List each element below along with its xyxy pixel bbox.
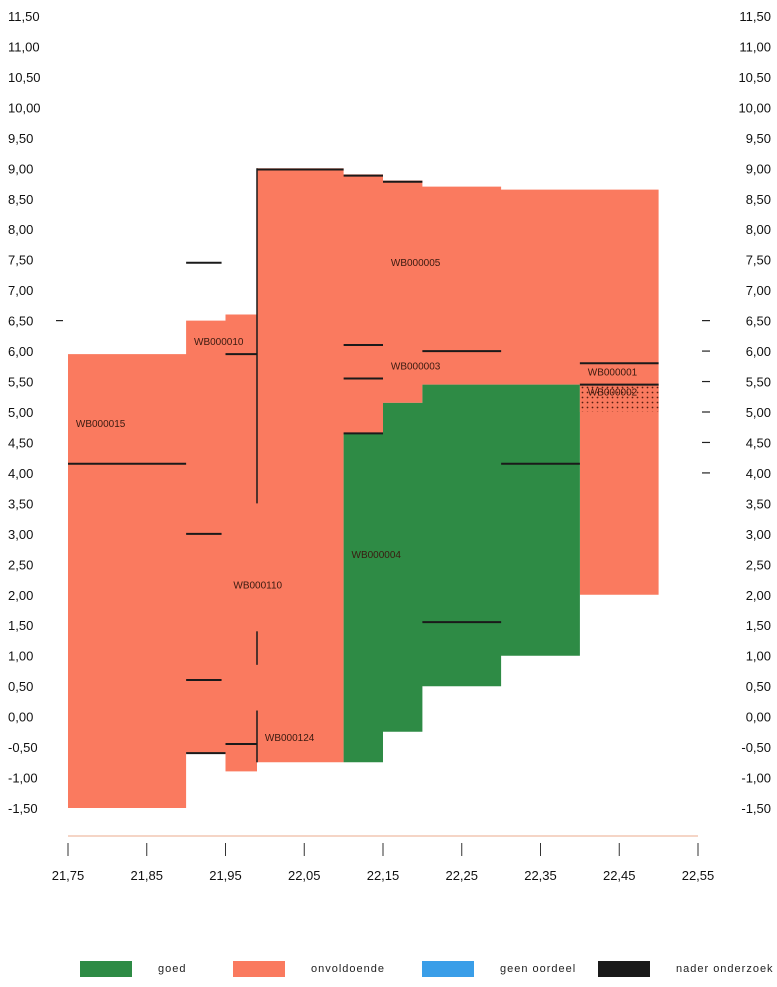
chart-svg: WB000015 WB000010 WB000110 WB000124 WB000005… bbox=[8, 9, 771, 883]
y-tick-label-right: 1,50 bbox=[746, 618, 771, 633]
segments-layer bbox=[68, 168, 659, 763]
hatched-band bbox=[579, 384, 659, 412]
y-tick-label-left: 8,50 bbox=[8, 192, 33, 207]
block-label: WB000005 bbox=[391, 258, 441, 269]
y-tick-label-left: 7,00 bbox=[8, 283, 33, 298]
legend-swatch-nader-onderzoek bbox=[598, 961, 650, 977]
y-tick-label-left: 10,00 bbox=[8, 100, 41, 115]
y-tick-label-right: 1,00 bbox=[746, 649, 771, 664]
x-tick-label: 21,95 bbox=[209, 868, 242, 883]
legend-label-geen-oordeel: geen oordeel bbox=[500, 963, 577, 975]
x-tick-label: 22,45 bbox=[603, 868, 636, 883]
y-tick-label-left: 3,00 bbox=[8, 527, 33, 542]
legend-item-geen-oordeel: geen oordeel bbox=[422, 961, 576, 977]
y-tick-label-left: 0,00 bbox=[8, 710, 33, 725]
block-label: WB000003 bbox=[391, 361, 441, 372]
y-tick-label-right: 10,00 bbox=[738, 100, 771, 115]
y-tick-label-right: 3,50 bbox=[746, 496, 771, 511]
y-tick-label-left: 9,50 bbox=[8, 131, 33, 146]
y-tick-label-right: 4,00 bbox=[746, 466, 771, 481]
legend-item-onvoldoende: onvoldoende bbox=[233, 961, 385, 977]
y-tick-label-right: 7,00 bbox=[746, 283, 771, 298]
x-tick-label: 22,55 bbox=[682, 868, 715, 883]
y-axis-right: 11,50 11,00 10,50 10,00 9,50 9,00 8,50 8,00 7,50… bbox=[702, 9, 771, 816]
x-tick-label: 21,75 bbox=[52, 868, 85, 883]
y-tick-label-right: 6,50 bbox=[746, 314, 771, 329]
legend-swatch-onvoldoende bbox=[233, 961, 285, 977]
y-tick-label-right: 6,00 bbox=[746, 344, 771, 359]
y-tick-label-left: 6,00 bbox=[8, 344, 33, 359]
block-label: WB000001 bbox=[588, 367, 638, 378]
legend-label-nader-onderzoek: nader onderzoek bbox=[676, 963, 774, 975]
legend-item-nader-onderzoek: nader onderzoek bbox=[598, 961, 774, 977]
block-label: WB000004 bbox=[352, 550, 402, 561]
y-tick-label-left: 2,50 bbox=[8, 557, 33, 572]
legend-label-goed: goed bbox=[158, 963, 187, 975]
y-tick-label-left: 1,00 bbox=[8, 649, 33, 664]
x-tick-label: 22,15 bbox=[367, 868, 400, 883]
y-tick-label-left: 10,50 bbox=[8, 70, 41, 85]
block-label: WB000110 bbox=[233, 581, 282, 592]
y-tick-label-right: 2,00 bbox=[746, 588, 771, 603]
y-tick-label-left: 8,00 bbox=[8, 222, 33, 237]
y-tick-label-right: 9,00 bbox=[746, 161, 771, 176]
y-tick-label-right: 11,00 bbox=[739, 39, 771, 54]
x-tick-label: 21,85 bbox=[130, 868, 163, 883]
block-label: WB000002 bbox=[588, 388, 638, 399]
legend-label-onvoldoende: onvoldoende bbox=[311, 963, 386, 975]
block-wb000004 bbox=[343, 384, 580, 763]
legend: goed onvoldoende geen oordeel nader onde… bbox=[0, 955, 777, 985]
x-axis: 21,75 21,85 21,95 22,05 22,15 22,25 22,35 22,45… bbox=[52, 835, 715, 883]
y-tick-label-left: -1,00 bbox=[8, 771, 38, 786]
y-tick-label-right: -1,00 bbox=[741, 771, 771, 786]
y-tick-label-right: 10,50 bbox=[738, 70, 771, 85]
blocks-layer bbox=[68, 168, 659, 809]
y-tick-label-left: 11,00 bbox=[8, 39, 40, 54]
y-tick-label-left: 1,50 bbox=[8, 618, 33, 633]
block-label: WB000010 bbox=[194, 337, 244, 348]
y-tick-label-right: 2,50 bbox=[746, 557, 771, 572]
y-tick-label-left: 11,50 bbox=[8, 9, 40, 24]
y-tick-label-left: 5,50 bbox=[8, 375, 33, 390]
y-tick-label-left: 9,00 bbox=[8, 161, 33, 176]
y-tick-label-right: 0,00 bbox=[746, 710, 771, 725]
y-tick-label-right: 8,50 bbox=[746, 192, 771, 207]
y-tick-label-right: 0,50 bbox=[746, 679, 771, 694]
block-labels-layer: WB000015 WB000010 WB000110 WB000124 WB000005… bbox=[76, 258, 638, 744]
x-tick-label: 22,35 bbox=[524, 868, 557, 883]
y-tick-label-right: 5,00 bbox=[746, 405, 771, 420]
y-tick-label-right: 3,00 bbox=[746, 527, 771, 542]
y-tick-label-left: 6,50 bbox=[8, 314, 33, 329]
y-tick-label-left: 7,50 bbox=[8, 253, 33, 268]
y-tick-label-left: 5,00 bbox=[8, 405, 33, 420]
y-tick-label-right: 4,50 bbox=[746, 435, 771, 450]
y-tick-label-left: -1,50 bbox=[8, 801, 38, 816]
y-tick-label-right: -0,50 bbox=[741, 740, 771, 755]
block-wb000015 bbox=[68, 168, 659, 809]
y-axis-left: 11,50 11,00 10,50 10,00 9,50 9,00 8,50 8,00 7,50… bbox=[8, 9, 63, 816]
legend-swatch-geen-oordeel bbox=[422, 961, 474, 977]
x-tick-label: 22,05 bbox=[288, 868, 321, 883]
y-tick-label-left: 4,00 bbox=[8, 466, 33, 481]
y-tick-label-right: 9,50 bbox=[746, 131, 771, 146]
legend-swatch-goed bbox=[80, 961, 132, 977]
y-tick-label-left: -0,50 bbox=[8, 740, 38, 755]
legend-item-goed: goed bbox=[80, 961, 186, 977]
x-tick-label: 22,25 bbox=[445, 868, 478, 883]
y-tick-label-right: 11,50 bbox=[739, 9, 771, 24]
y-tick-label-left: 0,50 bbox=[8, 679, 33, 694]
y-tick-label-right: 5,50 bbox=[746, 375, 771, 390]
y-tick-label-right: 7,50 bbox=[746, 253, 771, 268]
y-tick-label-right: -1,50 bbox=[741, 801, 771, 816]
y-tick-label-left: 3,50 bbox=[8, 496, 33, 511]
block-label: WB000015 bbox=[76, 419, 126, 430]
y-tick-label-right: 8,00 bbox=[746, 222, 771, 237]
block-label: WB000124 bbox=[265, 733, 315, 744]
y-tick-label-left: 4,50 bbox=[8, 435, 33, 450]
y-tick-label-left: 2,00 bbox=[8, 588, 33, 603]
